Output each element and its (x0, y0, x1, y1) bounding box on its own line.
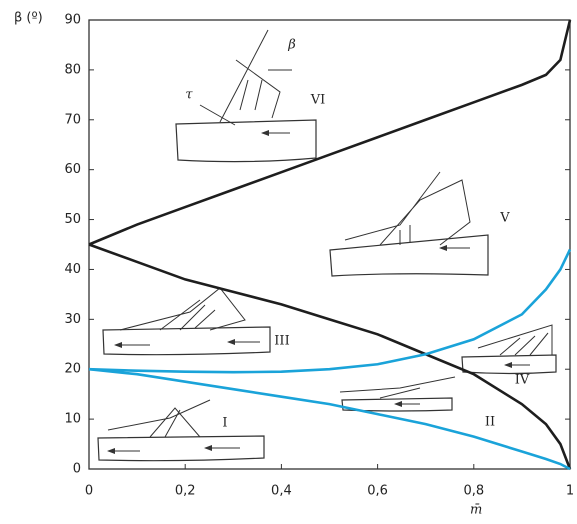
annotation: IV (515, 373, 530, 388)
y-tick-label: 90 (64, 13, 81, 28)
y-tick-label: 60 (64, 162, 81, 177)
x-tick-label: 0,6 (367, 484, 388, 499)
y-tick-label: 30 (64, 312, 81, 327)
x-tick-label: 0 (85, 484, 93, 499)
annotation: VI (310, 93, 326, 108)
series-line (88, 243, 572, 470)
x-tick-label: 0,8 (463, 484, 484, 499)
annotation: β (287, 38, 296, 53)
y-tick-label: 40 (64, 262, 81, 277)
x-axis-title: m̄ (470, 503, 482, 518)
annotation: I (222, 416, 227, 431)
y-axis-title: β (º) (14, 11, 43, 26)
x-tick-label: 0,2 (175, 484, 196, 499)
x-tick-label: 1 (566, 484, 574, 499)
y-tick-label: 0 (73, 462, 81, 477)
series-line (88, 248, 572, 374)
y-tick-label: 80 (64, 62, 81, 77)
plot-frame (88, 19, 571, 470)
annotation: II (485, 415, 495, 430)
annotation: III (274, 334, 289, 349)
series-line (88, 367, 571, 471)
sketches (97, 29, 557, 462)
annotation: τ (185, 88, 193, 103)
annotation: V (499, 211, 510, 226)
y-tick-label: 70 (64, 112, 81, 127)
x-tick-label: 0,4 (271, 484, 292, 499)
y-tick-label: 20 (64, 362, 81, 377)
y-tick-label: 10 (64, 412, 81, 427)
series-line (88, 19, 572, 246)
y-tick-label: 50 (64, 212, 81, 227)
